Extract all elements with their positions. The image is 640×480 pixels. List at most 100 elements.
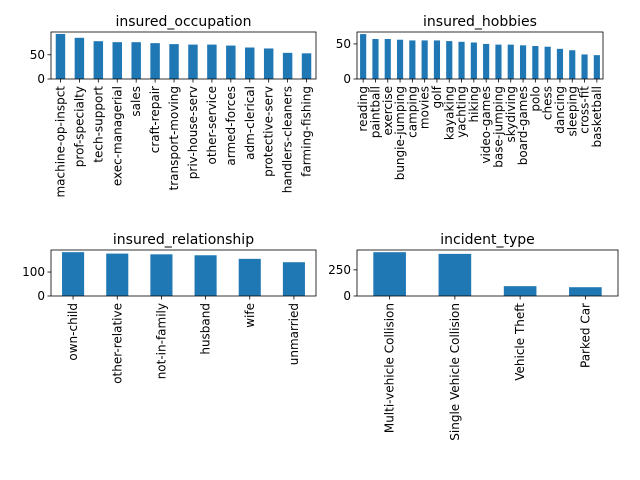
chart-insured-occupation: insured_occupation 0 50 machine-op-inspct pr… bbox=[30, 14, 317, 198]
bar bbox=[421, 40, 428, 79]
bar bbox=[188, 44, 198, 79]
bar bbox=[532, 46, 539, 79]
x-tick-label: Multi-vehicle Collision bbox=[383, 303, 397, 433]
x-tick-label: yachting bbox=[455, 86, 469, 138]
bar bbox=[150, 43, 160, 79]
bar bbox=[544, 46, 551, 79]
x-tick-label: board-games bbox=[516, 86, 530, 165]
x-tick-label: basketball bbox=[590, 86, 604, 147]
y-tick-label: 100 bbox=[22, 265, 45, 279]
bar bbox=[458, 41, 465, 79]
bar bbox=[556, 48, 564, 79]
x-tick-label: husband bbox=[199, 303, 213, 355]
x-tick-label: sleeping bbox=[565, 86, 579, 137]
x-tick-label: chess bbox=[541, 86, 555, 120]
x-tick-label: bungie-jumping bbox=[393, 86, 407, 180]
x-tick-label: other-service bbox=[205, 86, 219, 165]
bar bbox=[507, 44, 514, 79]
y-tick-label: 0 bbox=[37, 72, 45, 86]
bar bbox=[93, 41, 104, 79]
bar bbox=[150, 254, 173, 296]
y-tick-label: 0 bbox=[343, 72, 351, 86]
x-tick-label: Vehicle Theft bbox=[513, 303, 527, 381]
chart-incident-type: incident_type 0 250 Multi-vehicle Collision… bbox=[328, 232, 619, 441]
bar bbox=[396, 39, 404, 79]
x-tick-label: Single Vehicle Collision bbox=[448, 303, 462, 441]
bar bbox=[169, 44, 179, 79]
bar bbox=[263, 48, 274, 79]
x-tick-label: protective-serv bbox=[262, 86, 276, 177]
bar bbox=[226, 45, 236, 79]
bar bbox=[62, 252, 85, 296]
x-tick-label: reading bbox=[356, 86, 370, 132]
chart-title: insured_hobbies bbox=[423, 14, 537, 30]
chart-insured-relationship: insured_relationship 0 100 own-child other-r… bbox=[22, 232, 317, 384]
bar bbox=[433, 40, 441, 79]
axes-frame bbox=[356, 249, 619, 297]
bar bbox=[503, 286, 537, 296]
x-tick-label: not-in-family bbox=[154, 303, 168, 379]
bar bbox=[438, 253, 472, 296]
x-tick-label: armed-forces bbox=[224, 86, 238, 166]
x-tick-label: adm-clerical bbox=[243, 86, 257, 160]
x-tick-label: movies bbox=[418, 86, 432, 129]
bar bbox=[301, 53, 312, 79]
x-tick-label: wife bbox=[243, 303, 257, 328]
y-tick-label: 0 bbox=[343, 289, 351, 303]
bar bbox=[519, 45, 527, 79]
y-tick-label: 250 bbox=[328, 263, 351, 277]
y-tick-label: 0 bbox=[37, 289, 45, 303]
x-tick-label: polo bbox=[528, 86, 542, 112]
chart-title: insured_occupation bbox=[116, 14, 252, 30]
bar bbox=[74, 37, 85, 79]
x-tick-label: skydiving bbox=[504, 86, 518, 142]
bar bbox=[446, 41, 453, 79]
y-tick-label: 50 bbox=[336, 37, 351, 51]
x-tick-label: hiking bbox=[467, 86, 481, 122]
chart-insured-hobbies: insured_hobbies 0 50 readingpaintballexerci… bbox=[336, 14, 604, 180]
bar bbox=[112, 42, 122, 79]
x-tick-label: handlers-cleaners bbox=[281, 86, 295, 193]
x-tick-label: tech-support bbox=[91, 86, 105, 163]
x-tick-label: sales bbox=[129, 86, 143, 117]
x-tick-label: other-relative bbox=[110, 303, 124, 384]
x-tick-label: unmarried bbox=[287, 303, 301, 365]
axes-frame bbox=[50, 249, 317, 297]
x-tick-label: own-child bbox=[66, 303, 80, 361]
chart-title: incident_type bbox=[440, 232, 535, 248]
x-tick-label: cross-fit bbox=[578, 86, 592, 134]
axes-frame bbox=[356, 31, 604, 80]
x-tick-label: transport-moving bbox=[167, 86, 181, 190]
axes-frame bbox=[50, 31, 317, 80]
bar bbox=[593, 55, 600, 79]
bar bbox=[245, 47, 255, 79]
bar bbox=[106, 253, 129, 296]
bar bbox=[131, 42, 141, 79]
x-tick-label: video-games bbox=[479, 86, 493, 164]
bar bbox=[55, 33, 66, 79]
x-tick-label: dancing bbox=[553, 86, 567, 134]
bar bbox=[483, 43, 490, 79]
bar bbox=[384, 39, 391, 79]
bar bbox=[409, 40, 416, 79]
bar bbox=[569, 50, 576, 79]
x-tick-label: base-jumping bbox=[491, 86, 505, 168]
x-tick-label: kayaking bbox=[442, 86, 456, 140]
x-tick-label: machine-op-inspct bbox=[53, 86, 67, 198]
bar bbox=[282, 52, 293, 79]
x-tick-label: prof-specialty bbox=[72, 86, 86, 167]
bar bbox=[495, 44, 502, 79]
x-tick-label: exercise bbox=[381, 86, 395, 136]
bar bbox=[360, 34, 367, 79]
x-tick-label: exec-managerial bbox=[110, 86, 124, 186]
bar bbox=[372, 39, 379, 79]
bar bbox=[569, 287, 602, 296]
chart-title: insured_relationship bbox=[113, 232, 254, 248]
x-tick-label: golf bbox=[430, 85, 444, 108]
x-tick-label: craft-repair bbox=[148, 86, 162, 153]
bar bbox=[373, 252, 406, 296]
x-tick-label: Parked Car bbox=[578, 303, 592, 368]
y-tick-label: 50 bbox=[30, 48, 45, 62]
bar bbox=[207, 44, 217, 79]
